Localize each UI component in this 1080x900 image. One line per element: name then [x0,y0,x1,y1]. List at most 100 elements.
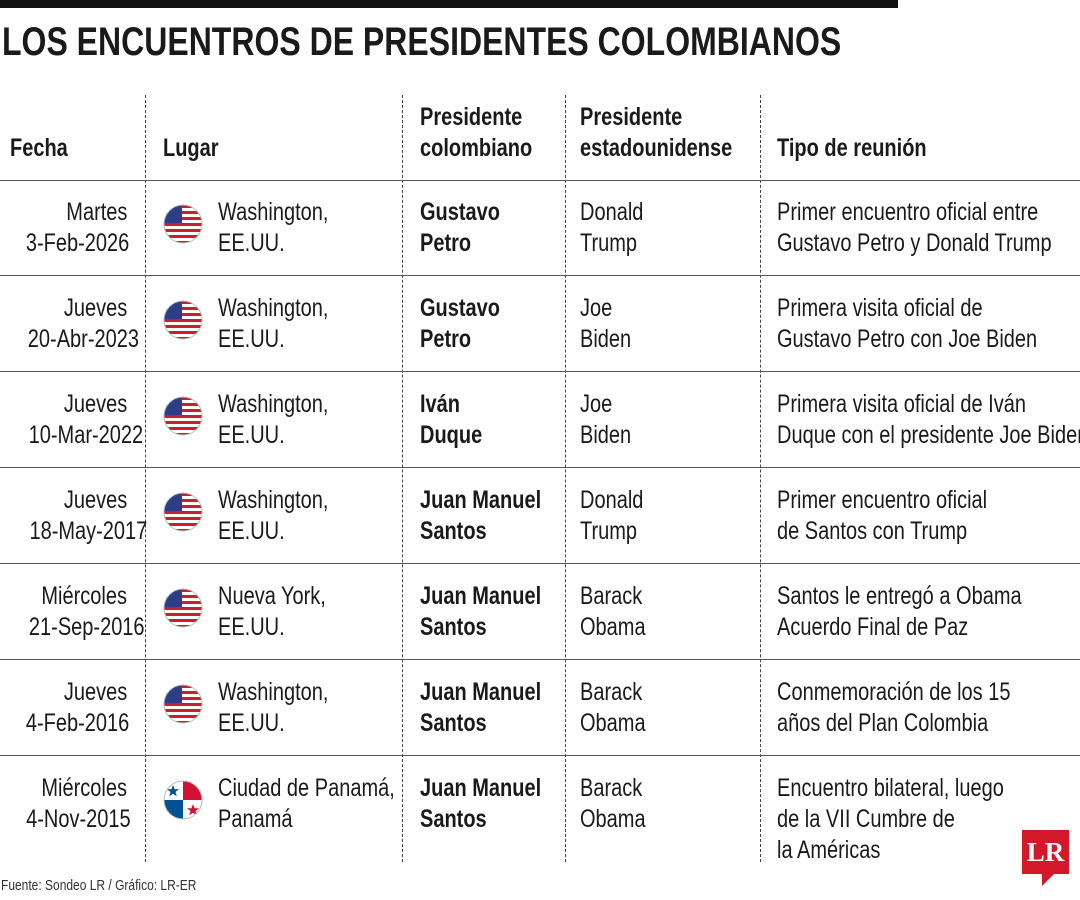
text: 21-Sep-2016 [28,613,145,641]
flag-us [163,204,203,244]
text-line: Washington, [218,485,356,516]
us-president: Barack Obama [580,581,662,643]
flag-us [163,492,203,532]
text-line: de Santos con Trump [777,516,1040,547]
text-line: Duque [420,420,498,451]
date: Jueves 18-May-2017 [0,485,147,547]
flag-us [163,300,203,340]
text-line: Presidente [580,102,750,133]
table-row: Miércoles 4-Nov-2015 Ciudad de Panamá, Pana… [0,756,1080,864]
text-line: Juan Manuel [420,773,571,804]
text: 20-Abr-2023 [27,325,139,353]
text: Primera visita oficial de Iván [777,390,1026,418]
text-line: Primer encuentro oficial [777,485,1040,516]
text-line: 10-Mar-2022 [0,420,144,451]
text: Encuentro bilateral, luego [777,774,1004,802]
text-line: Obama [580,708,662,739]
table-row: Jueves 18-May-2017 Washington, EE.UU. Juan M… [0,468,1080,564]
table-row: Jueves 10-Mar-2022 Washington, EE.UU. Iván Du… [0,372,1080,468]
date: Miércoles 4-Nov-2015 [0,773,131,835]
text-line: Joe [580,293,644,324]
text: Fecha [10,134,68,162]
place: Nueva York, EE.UU. [218,581,353,643]
colombian-president: Iván Duque [420,389,498,451]
text-line: Washington, [218,197,356,228]
text-line: Martes [0,197,127,228]
text: Lugar [163,134,219,162]
text: Jueves [63,294,127,322]
text: Obama [580,613,646,641]
text-line: Washington, [218,293,356,324]
top-bar [0,0,898,8]
table-row: Miércoles 21-Sep-2016 Nueva York, EE.UU. Jua… [0,564,1080,660]
place: Washington, EE.UU. [218,677,356,739]
text: Santos [420,805,487,833]
text-line: Juan Manuel [420,677,571,708]
text-line: la Américas [777,835,1061,866]
text: Juan Manuel [420,582,542,610]
text-line: 21-Sep-2016 [0,612,145,643]
column-header: Presidente colombiano [420,95,560,180]
text: de Santos con Trump [777,517,968,545]
text-line: Gustavo [420,293,520,324]
column-divider [145,95,146,862]
text: Donald [580,198,644,226]
text: Tipo de reunión [777,134,927,162]
text-line: Jueves [0,485,127,516]
text: Primera visita oficial de [777,294,983,322]
flag-panama [163,780,203,820]
text-line: EE.UU. [218,612,353,643]
text-line: colombiano [420,133,560,164]
text-line: Petro [420,228,520,259]
text-line: 4-Feb-2016 [0,708,129,739]
text: Obama [580,709,646,737]
text: Iván [420,390,461,418]
column-header: Presidente estadounidense [580,95,750,180]
text: Conmemoración de los 15 [777,678,1011,706]
text: Presidente [580,103,683,131]
text: Donald [580,486,644,514]
text-line: de la VII Cumbre de [777,804,1061,835]
text-line: Lugar [163,133,383,164]
text: Juan Manuel [420,678,542,706]
text: EE.UU. [218,421,285,449]
column-header: Tipo de reunión [777,95,1077,180]
text-line: 18-May-2017 [0,516,147,547]
text-line: Encuentro bilateral, luego [777,773,1061,804]
text: Barack [580,774,643,802]
text-line: Jueves [0,293,127,324]
text: Santos le entregó a Obama [777,582,1022,610]
text-line: Petro [420,324,520,355]
text-line: Iván [420,389,498,420]
text-line: Juan Manuel [420,581,571,612]
us-president: Joe Biden [580,293,644,355]
us-president: Joe Biden [580,389,644,451]
date: Jueves 10-Mar-2022 [0,389,144,451]
text: Gustavo Petro y Donald Trump [777,229,1052,257]
us-president: Barack Obama [580,773,662,835]
place: Washington, EE.UU. [218,293,356,355]
colombian-president: Gustavo Petro [420,293,520,355]
text: Barack [580,582,643,610]
place: Washington, EE.UU. [218,197,356,259]
text: estadounidense [580,134,733,162]
meeting-type: Conmemoración de los 15 años del Plan Col… [777,677,1069,739]
text-line: Donald [580,197,659,228]
text-line: 3-Feb-2026 [0,228,129,259]
text-line: Santos [420,708,571,739]
text: Santos [420,709,487,737]
text-line: Barack [580,581,662,612]
text: 18-May-2017 [29,517,148,545]
title: LOS ENCUENTROS DE PRESIDENTES COLOMBIANO… [2,20,842,64]
colombian-president: Juan Manuel Santos [420,581,571,643]
text: Washington, [218,486,329,514]
column-header: Fecha [10,95,127,180]
text: Obama [580,805,646,833]
text: Duque con el presidente Joe Biden [777,421,1080,449]
flag-us [163,684,203,724]
text: Duque [420,421,483,449]
text: 10-Mar-2022 [28,421,144,449]
text: Primer encuentro oficial [777,486,988,514]
text: Nueva York, [218,582,326,610]
text-line: Donald [580,485,659,516]
